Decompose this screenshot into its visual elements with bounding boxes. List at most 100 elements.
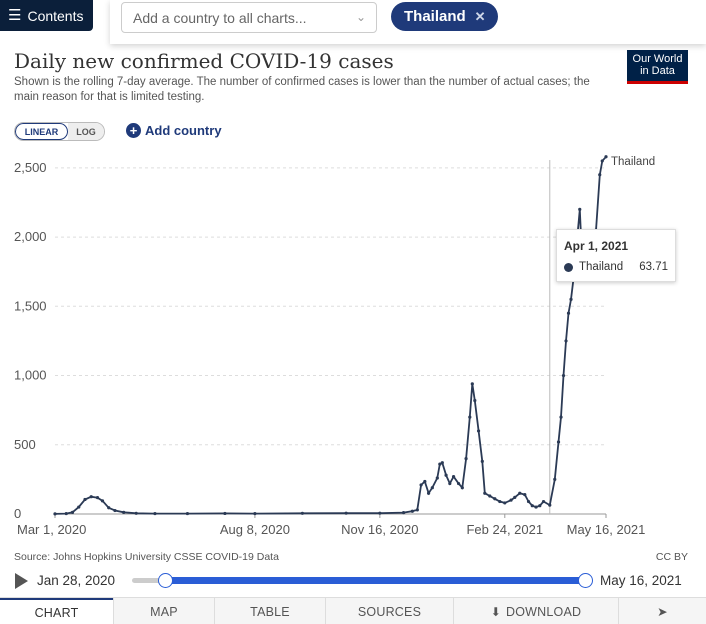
series-line-thailand — [54, 156, 607, 515]
log-scale-button[interactable]: LOG — [68, 123, 104, 140]
data-point — [538, 504, 542, 508]
data-point — [100, 499, 105, 503]
data-point — [464, 457, 468, 461]
country-search-input[interactable]: Add a country to all charts... ⌄ — [121, 2, 377, 33]
data-point — [566, 311, 571, 315]
data-point — [122, 510, 126, 514]
tab-table[interactable]: TABLE — [214, 598, 325, 624]
timeline-end-label: May 16, 2021 — [600, 573, 682, 588]
plus-icon: + — [126, 123, 141, 138]
tab-chart[interactable]: CHART — [0, 598, 113, 624]
data-point — [430, 486, 434, 490]
data-point — [541, 499, 546, 504]
series-dot-icon — [564, 262, 573, 272]
data-point — [448, 481, 452, 486]
data-point — [556, 440, 561, 444]
data-point — [253, 511, 257, 516]
data-point — [600, 159, 604, 163]
timeline-end-handle[interactable] — [578, 573, 593, 588]
data-point — [513, 495, 517, 499]
country-search-placeholder: Add a country to all charts... — [133, 9, 307, 26]
data-point — [553, 477, 557, 481]
x-tick-label: Aug 8, 2020 — [220, 522, 290, 537]
data-point — [113, 508, 117, 513]
data-point — [223, 511, 227, 516]
add-country-button[interactable]: + Add country — [126, 123, 222, 138]
contents-label: Contents — [27, 7, 84, 24]
data-point — [83, 497, 87, 502]
data-point — [473, 398, 477, 403]
data-point — [569, 297, 573, 301]
data-point — [526, 499, 531, 504]
data-point — [530, 504, 534, 508]
tab-download[interactable]: ⬇ DOWNLOAD — [453, 598, 618, 624]
scale-toggle: LINEAR LOG — [14, 122, 105, 141]
data-point — [415, 508, 419, 512]
tab-map[interactable]: MAP — [113, 598, 214, 624]
data-point — [548, 503, 552, 507]
x-tick-label: Mar 1, 2020 — [17, 522, 86, 537]
data-point — [498, 499, 502, 504]
data-point — [523, 493, 527, 497]
series-label-thailand: Thailand — [611, 156, 655, 168]
tab-sources[interactable]: SOURCES — [325, 598, 453, 624]
data-point — [561, 373, 566, 378]
close-icon[interactable]: ✕ — [474, 8, 486, 24]
share-button[interactable]: ➤ — [618, 598, 706, 624]
y-tick-label: 0 — [14, 506, 21, 521]
logo-line-2: in Data — [640, 65, 675, 77]
data-point — [578, 207, 582, 211]
data-point — [344, 511, 348, 515]
selected-country-label: Thailand — [404, 8, 466, 25]
data-point — [456, 481, 461, 486]
data-point — [476, 429, 481, 433]
data-point — [107, 506, 111, 510]
chart-tabs: CHART MAP TABLE SOURCES ⬇ DOWNLOAD ➤ — [0, 597, 706, 624]
y-tick-label: 1,000 — [14, 368, 47, 383]
data-point — [300, 511, 304, 515]
data-point — [480, 459, 484, 463]
play-icon[interactable] — [15, 573, 28, 589]
x-tick-label: May 16, 2021 — [567, 522, 646, 537]
source-text[interactable]: Source: Johns Hopkins University CSSE CO… — [14, 551, 279, 563]
data-point — [419, 483, 423, 487]
data-point — [70, 510, 75, 514]
data-point — [483, 491, 487, 495]
data-point — [410, 509, 414, 513]
data-point — [493, 497, 497, 501]
data-point — [559, 415, 563, 419]
series-points-thailand — [53, 155, 608, 516]
y-tick-label: 500 — [14, 437, 36, 452]
timeline-start-label: Jan 28, 2020 — [37, 573, 116, 588]
contents-button[interactable]: ☰ Contents — [0, 0, 93, 31]
timeline-range[interactable] — [165, 577, 585, 584]
logo-line-1: Our World — [632, 53, 683, 65]
chevron-down-icon[interactable]: ⌄ — [355, 10, 366, 24]
y-tick-label: 1,500 — [14, 298, 47, 313]
x-tick-label: Nov 16, 2020 — [341, 522, 418, 537]
owid-logo[interactable]: Our World in Data — [627, 50, 688, 84]
chart-title: Daily new confirmed COVID-19 cases — [14, 49, 394, 73]
tooltip-value: 63.71 — [639, 261, 668, 273]
tooltip-series: Thailand — [579, 261, 624, 273]
timeline-start-handle[interactable] — [158, 573, 173, 588]
tab-download-label: DOWNLOAD — [506, 604, 582, 619]
selected-country-chip[interactable]: Thailand ✕ — [391, 2, 498, 31]
tooltip-row: Thailand 63.71 — [564, 261, 668, 273]
tooltip-date: Apr 1, 2021 — [564, 239, 629, 253]
data-point — [451, 475, 456, 479]
download-icon: ⬇ — [490, 604, 502, 619]
x-tick-label: Feb 24, 2021 — [466, 522, 543, 537]
data-point — [153, 511, 157, 516]
data-point — [64, 511, 68, 516]
data-point — [438, 462, 442, 466]
data-point — [53, 512, 57, 516]
data-point — [77, 505, 81, 509]
menu-icon: ☰ — [8, 7, 22, 24]
data-point — [440, 461, 444, 465]
license-text[interactable]: CC BY — [655, 551, 688, 563]
data-point — [444, 473, 448, 477]
data-point — [518, 491, 522, 495]
data-point — [470, 382, 474, 386]
linear-scale-button[interactable]: LINEAR — [15, 123, 68, 140]
